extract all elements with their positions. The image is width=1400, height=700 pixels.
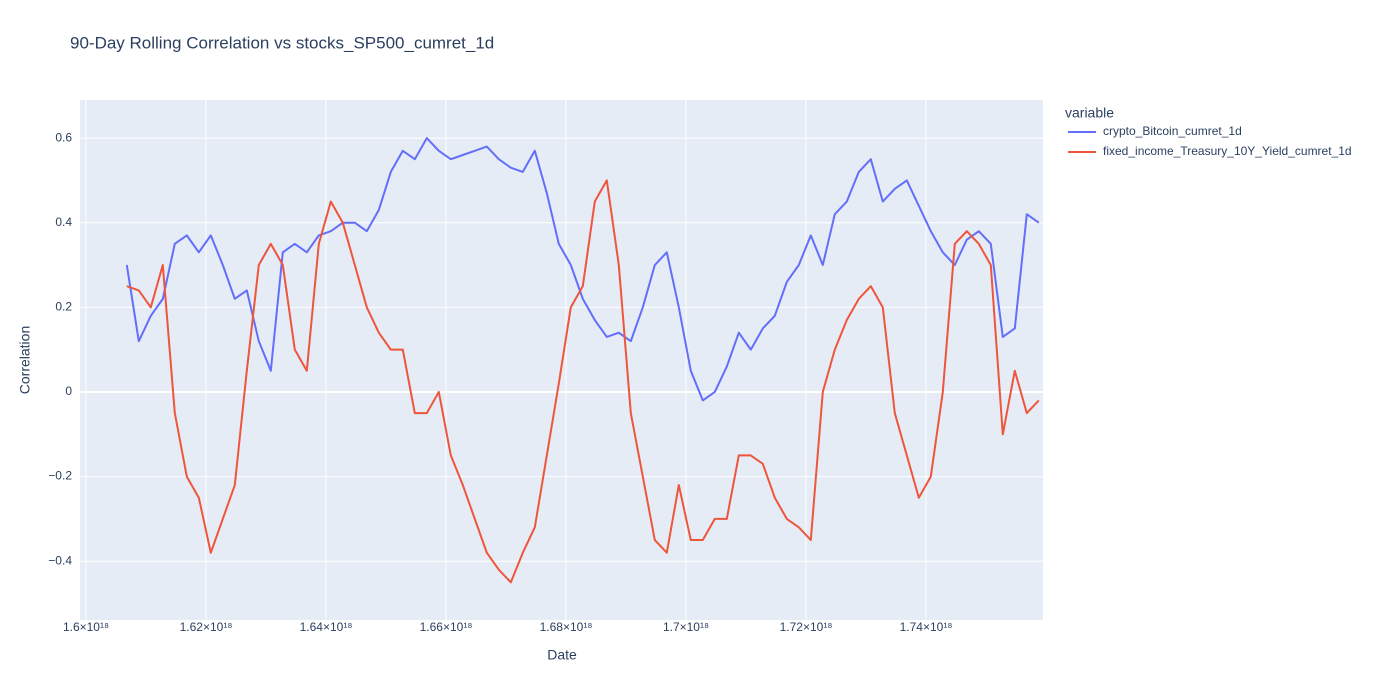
chart-title: 90-Day Rolling Correlation vs stocks_SP5…: [70, 33, 494, 52]
y-axis-title: Correlation: [17, 326, 33, 394]
y-tick-label: −0.4: [48, 553, 72, 567]
x-tick-label: 1.6×10¹⁸: [63, 620, 109, 634]
y-tick-label: 0.2: [55, 299, 72, 313]
y-tick-label: 0.6: [55, 130, 72, 144]
legend-label[interactable]: crypto_Bitcoin_cumret_1d: [1103, 124, 1242, 138]
x-tick-label: 1.7×10¹⁸: [663, 620, 709, 634]
y-tick-label: 0.4: [55, 215, 72, 229]
x-tick-label: 1.66×10¹⁸: [420, 620, 473, 634]
x-tick-label: 1.64×10¹⁸: [300, 620, 353, 634]
x-tick-label: 1.72×10¹⁸: [780, 620, 833, 634]
y-tick-label: 0: [65, 384, 72, 398]
x-tick-label: 1.62×10¹⁸: [180, 620, 233, 634]
y-tick-label: −0.2: [48, 469, 72, 483]
x-tick-label: 1.68×10¹⁸: [540, 620, 593, 634]
series-line: [125, 137, 1040, 402]
x-tick-label: 1.74×10¹⁸: [900, 620, 953, 634]
x-axis-title: Date: [547, 647, 577, 663]
legend-label[interactable]: fixed_income_Treasury_10Y_Yield_cumret_1…: [1103, 144, 1352, 158]
legend-title: variable: [1065, 105, 1114, 121]
series-line: [126, 179, 1040, 584]
